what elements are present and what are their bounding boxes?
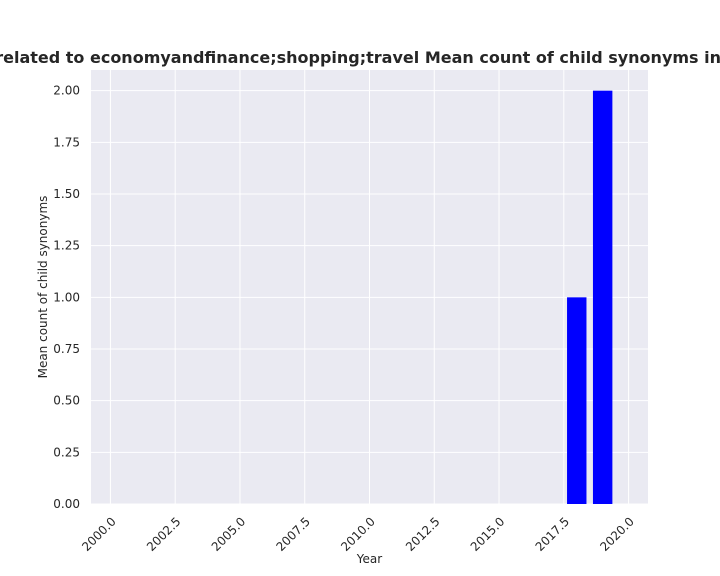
x-tick-label: 2000.0 — [79, 514, 119, 554]
x-tick-label: 2002.5 — [144, 514, 184, 554]
y-tick-label: 0.75 — [53, 342, 80, 356]
bars — [567, 90, 613, 505]
grid-lines — [91, 70, 648, 505]
y-tick-label: 1.75 — [53, 135, 80, 149]
x-tick-label: 2007.5 — [273, 514, 313, 554]
y-tick-label: 2.00 — [53, 84, 80, 98]
y-tick-label: 1.50 — [53, 187, 80, 201]
bar — [592, 90, 613, 505]
x-tick-label: 2005.0 — [209, 514, 249, 554]
y-axis-ticks: 0.00 0.25 0.50 0.75 1.00 1.25 1.50 1.75 2.00 — [53, 84, 80, 511]
x-tick-label: 2010.0 — [338, 514, 378, 554]
y-tick-label: 0.25 — [53, 445, 80, 459]
x-axis-ticks: 2000.0 2002.5 2005.0 2007.5 2010.0 2012.5 2015… — [79, 514, 637, 554]
bar — [567, 297, 587, 504]
y-tick-label: 0.00 — [53, 497, 80, 511]
x-tick-label: 2015.0 — [468, 514, 508, 554]
x-axis-label: Year — [356, 552, 382, 566]
y-axis-label: Mean count of child synonyms — [36, 196, 50, 379]
y-tick-label: 1.00 — [53, 290, 80, 304]
y-tick-label: 1.25 — [53, 239, 80, 253]
x-tick-label: 2012.5 — [403, 514, 443, 554]
x-tick-label: 2020.0 — [597, 514, 637, 554]
x-tick-label: 2017.5 — [533, 514, 573, 554]
y-tick-label: 0.50 — [53, 394, 80, 408]
chart-title: Websites are related to economyandfinanc… — [0, 48, 720, 67]
